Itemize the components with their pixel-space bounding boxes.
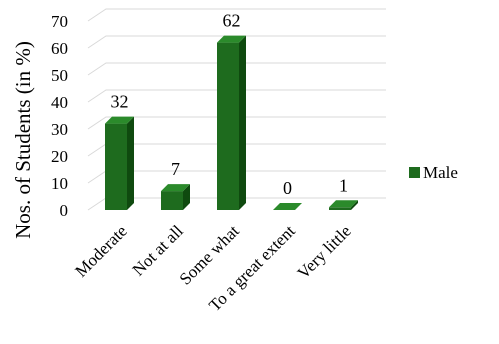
x-tick-very-little: Very little [294, 221, 355, 282]
bar-top-to-a-great-extent [273, 203, 302, 210]
data-label-some-what: 62 [223, 11, 241, 31]
bar-not-at-all [161, 184, 190, 210]
legend: Male [409, 163, 458, 182]
bar-very-little [329, 200, 358, 210]
y-tick-40: 40 [51, 93, 68, 112]
bar-front-moderate [105, 123, 127, 210]
data-label-moderate: 32 [111, 92, 129, 112]
y-axis-ticks: 0 10 20 30 40 50 60 70 [51, 12, 68, 220]
data-label-very-little: 1 [339, 175, 348, 195]
bar-top-very-little [329, 200, 358, 208]
y-tick-50: 50 [51, 66, 68, 85]
gridline-60 [87, 35, 386, 49]
bar-front-not-at-all [161, 191, 183, 210]
y-tick-20: 20 [51, 147, 68, 166]
y-tick-70: 70 [51, 12, 68, 31]
y-tick-0: 0 [60, 201, 69, 220]
y-axis-label: Nos. of Students (in %) [11, 41, 35, 239]
bar-side-very-little [351, 200, 358, 210]
data-label-not-at-all: 7 [171, 159, 180, 179]
x-tick-moderate: Moderate [71, 221, 130, 280]
legend-swatch-male [409, 167, 420, 178]
bar-moderate [105, 116, 134, 210]
legend-label-male: Male [423, 163, 458, 182]
y-tick-10: 10 [51, 174, 68, 193]
bar-side-some-what [239, 35, 246, 210]
gridline-50 [87, 62, 386, 76]
x-tick-not-at-all: Not at all [129, 221, 187, 279]
bars [105, 35, 358, 210]
bar-some-what [217, 35, 246, 210]
gridline-40 [87, 89, 386, 103]
data-label-to-a-great-extent: 0 [283, 178, 292, 198]
bar-top-not-at-all [161, 184, 190, 192]
gridline-30 [87, 116, 386, 130]
bar-side-not-at-all [183, 184, 190, 210]
bar-front-some-what [217, 42, 239, 210]
bar-side-moderate [127, 116, 134, 210]
bar-front-very-little [329, 207, 351, 210]
y-tick-60: 60 [51, 39, 68, 58]
data-labels: 32 7 62 0 1 [111, 11, 349, 198]
y-tick-30: 30 [51, 120, 68, 139]
bar-top-some-what [217, 35, 246, 43]
bar-to-a-great-extent [273, 203, 302, 210]
gridline-70 [87, 8, 386, 22]
bar-top-moderate [105, 116, 134, 124]
